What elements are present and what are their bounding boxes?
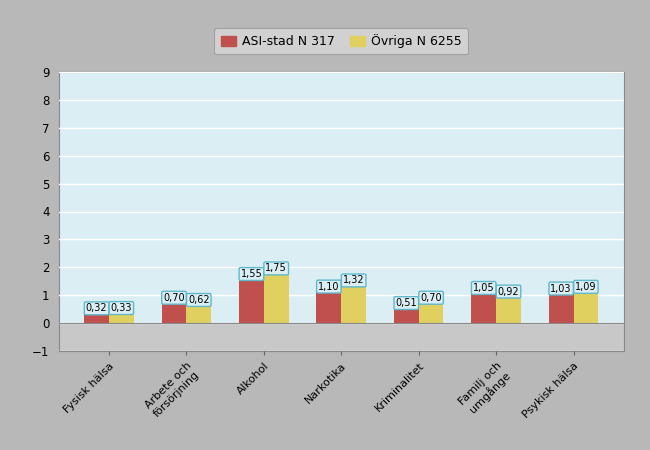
- Text: 0,62: 0,62: [188, 295, 209, 305]
- Text: 0,33: 0,33: [111, 303, 132, 313]
- Legend: ASI-stad N 317, Övriga N 6255: ASI-stad N 317, Övriga N 6255: [214, 28, 468, 54]
- Text: 1,09: 1,09: [575, 282, 597, 292]
- Bar: [419, 304, 443, 323]
- Text: 0,51: 0,51: [395, 298, 417, 308]
- Bar: [549, 294, 573, 323]
- Bar: [496, 297, 521, 323]
- Bar: [394, 309, 419, 323]
- Text: 0,32: 0,32: [86, 303, 107, 313]
- Text: 0,70: 0,70: [163, 293, 185, 303]
- Bar: [471, 294, 496, 323]
- Bar: [84, 314, 109, 323]
- Text: 1,10: 1,10: [318, 282, 339, 292]
- Bar: [187, 306, 211, 323]
- Bar: [58, 323, 624, 351]
- Bar: [341, 286, 366, 323]
- Bar: [264, 274, 289, 323]
- Text: 1,03: 1,03: [551, 284, 572, 293]
- Text: 1,55: 1,55: [240, 269, 263, 279]
- Text: 1,75: 1,75: [265, 263, 287, 274]
- Bar: [573, 292, 598, 323]
- Bar: [317, 292, 341, 323]
- Text: 0,70: 0,70: [421, 293, 442, 303]
- Text: 1,05: 1,05: [473, 283, 495, 293]
- Bar: [109, 314, 134, 323]
- Text: 0,92: 0,92: [498, 287, 519, 297]
- Bar: [239, 280, 264, 323]
- Text: 1,32: 1,32: [343, 275, 365, 285]
- Bar: [162, 304, 187, 323]
